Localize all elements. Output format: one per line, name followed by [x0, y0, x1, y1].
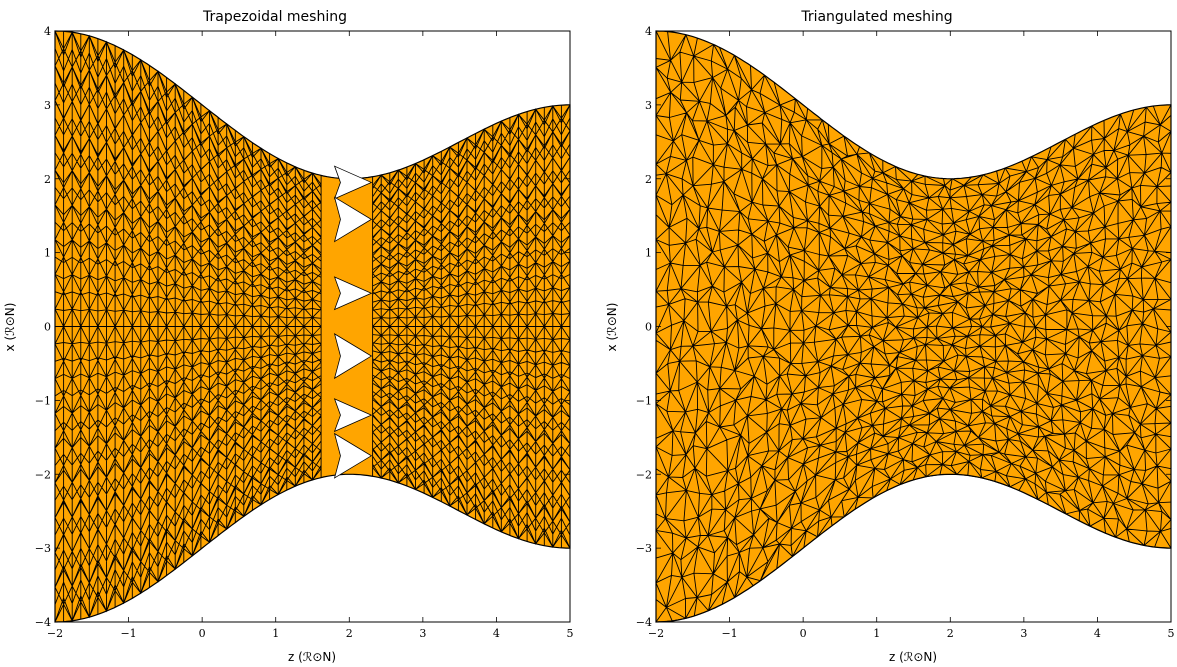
y-tick-label: 3 — [44, 99, 51, 112]
axis-ticks: −2 −1 0 1 2 3 4 5 −4 −3 −2 −1 0 1 2 3 4 — [636, 25, 1175, 640]
x-tick-label: 3 — [419, 627, 426, 640]
y-tick-label: 1 — [44, 247, 51, 260]
y-tick-label: 3 — [645, 99, 652, 112]
mesh-gap — [333, 276, 373, 311]
x-tick-label: 0 — [199, 627, 206, 640]
y-tick-label: −2 — [35, 468, 51, 481]
x-tick-label: −1 — [721, 627, 737, 640]
x-tick-label: 5 — [567, 627, 574, 640]
x-tick-label: 2 — [346, 627, 353, 640]
mesh-outline — [655, 30, 1172, 623]
y-tick-label: −3 — [636, 542, 652, 555]
panel-triangulated: Triangulated meshing −2 −1 0 1 2 3 4 5 −4 −3 −2 −1 0… — [605, 9, 1175, 664]
y-tick-label: 4 — [645, 25, 652, 38]
y-tick-label: −4 — [636, 616, 652, 629]
x-tick-label: −2 — [47, 627, 63, 640]
mesh-gap — [333, 333, 373, 380]
x-tick-label: 4 — [1094, 627, 1101, 640]
x-tick-label: 4 — [493, 627, 500, 640]
axis-ticks: −2 −1 0 1 2 3 4 5 −4 −3 −2 −1 0 1 2 3 4 — [35, 25, 574, 640]
y-axis-label: x (ℛ⊙N) — [605, 303, 619, 352]
x-tick-label: 5 — [1168, 627, 1175, 640]
x-tick-label: −2 — [648, 627, 664, 640]
y-tick-label: 0 — [44, 321, 51, 334]
mesh-gap — [333, 432, 373, 479]
y-tick-label: 1 — [645, 247, 652, 260]
panel-title: Trapezoidal meshing — [202, 9, 347, 25]
y-tick-label: 2 — [645, 173, 652, 186]
y-tick-label: −1 — [636, 394, 652, 407]
y-tick-label: −4 — [35, 616, 51, 629]
x-tick-label: 3 — [1020, 627, 1027, 640]
y-tick-label: 4 — [44, 25, 51, 38]
y-tick-label: 2 — [44, 173, 51, 186]
mesh-gap — [333, 398, 373, 433]
y-tick-label: 0 — [645, 321, 652, 334]
panel-trapezoidal: Trapezoidal meshing −2 −1 0 1 2 3 4 5 −4 −3 −2 −1 0 1… — [3, 9, 574, 664]
y-axis-label: x (ℛ⊙N) — [3, 303, 17, 352]
mesh-edges — [54, 30, 571, 623]
y-tick-label: −3 — [35, 542, 51, 555]
x-axis-label: z (ℛ⊙N) — [288, 650, 336, 664]
y-tick-label: −1 — [35, 394, 51, 407]
panel-title: Triangulated meshing — [800, 9, 952, 25]
x-axis-label: z (ℛ⊙N) — [889, 650, 937, 664]
x-tick-label: 1 — [873, 627, 880, 640]
mesh-plot — [655, 30, 1172, 623]
mesh-edges — [655, 30, 1172, 623]
x-tick-label: 0 — [800, 627, 807, 640]
mesh-gap — [333, 196, 373, 243]
y-tick-label: −2 — [636, 468, 652, 481]
mesh-plot — [54, 30, 571, 623]
x-tick-label: 2 — [947, 627, 954, 640]
x-tick-label: −1 — [120, 627, 136, 640]
x-tick-label: 1 — [272, 627, 279, 640]
